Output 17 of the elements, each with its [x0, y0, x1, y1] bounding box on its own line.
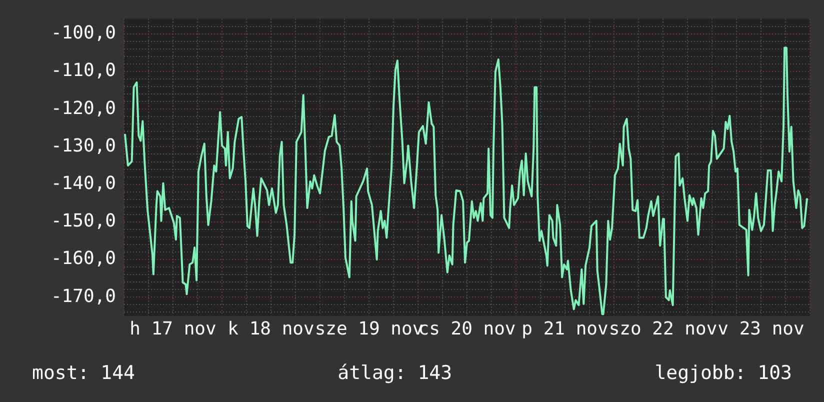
y-tick-label: -150,0: [50, 210, 116, 232]
text: most: 144: [32, 362, 135, 384]
x-tick-label: szo 22 nov: [608, 318, 718, 340]
text: átlag: 143: [338, 362, 452, 384]
y-tick-label: -170,0: [50, 286, 116, 307]
x-tick-label: p 21 nov: [522, 318, 608, 340]
y-tick-label: -130,0: [50, 135, 116, 156]
x-tick-label: k 18 nov: [228, 318, 314, 340]
y-tick-label: -160,0: [50, 248, 116, 270]
y-tick-label: -110,0: [50, 60, 116, 82]
x-tick-label: h 17 nov: [130, 318, 216, 340]
y-tick-label: -120,0: [50, 98, 116, 119]
y-tick-label: -100,0: [50, 22, 116, 44]
text: legjobb: 103: [654, 362, 792, 384]
x-tick-label: sze 19 nov: [314, 318, 424, 340]
x-tick-label: v 23 nov: [718, 318, 804, 340]
y-tick-label: -140,0: [50, 173, 116, 194]
